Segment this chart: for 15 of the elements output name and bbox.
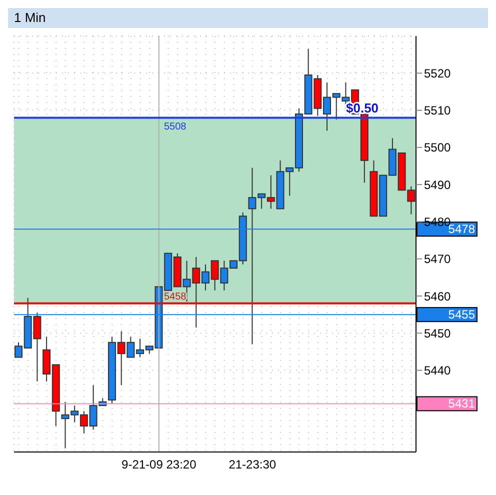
ref-line-label: 5508 [164,122,187,133]
y-tick-label: 5470 [424,252,452,266]
y-tick-label: 5440 [424,364,452,378]
y-tick-label: 5500 [424,140,452,155]
y-tick-label: 5520 [424,66,452,80]
y-tick-label: 5450 [424,326,452,340]
y-tick-label: 5460 [424,289,452,304]
ref-line-label: 5458 [164,291,187,302]
chart-title: 1 Min [8,8,488,28]
y-tick-label: 5510 [424,104,452,118]
y-tick-label: 5490 [424,178,452,192]
x-tick-label: 21-23:30 [228,458,276,472]
ref-line-label: 5431 [448,396,476,411]
x-tick-label: 9-21-09 23:20 [122,458,197,472]
ref-line-label: 5455 [448,308,476,322]
